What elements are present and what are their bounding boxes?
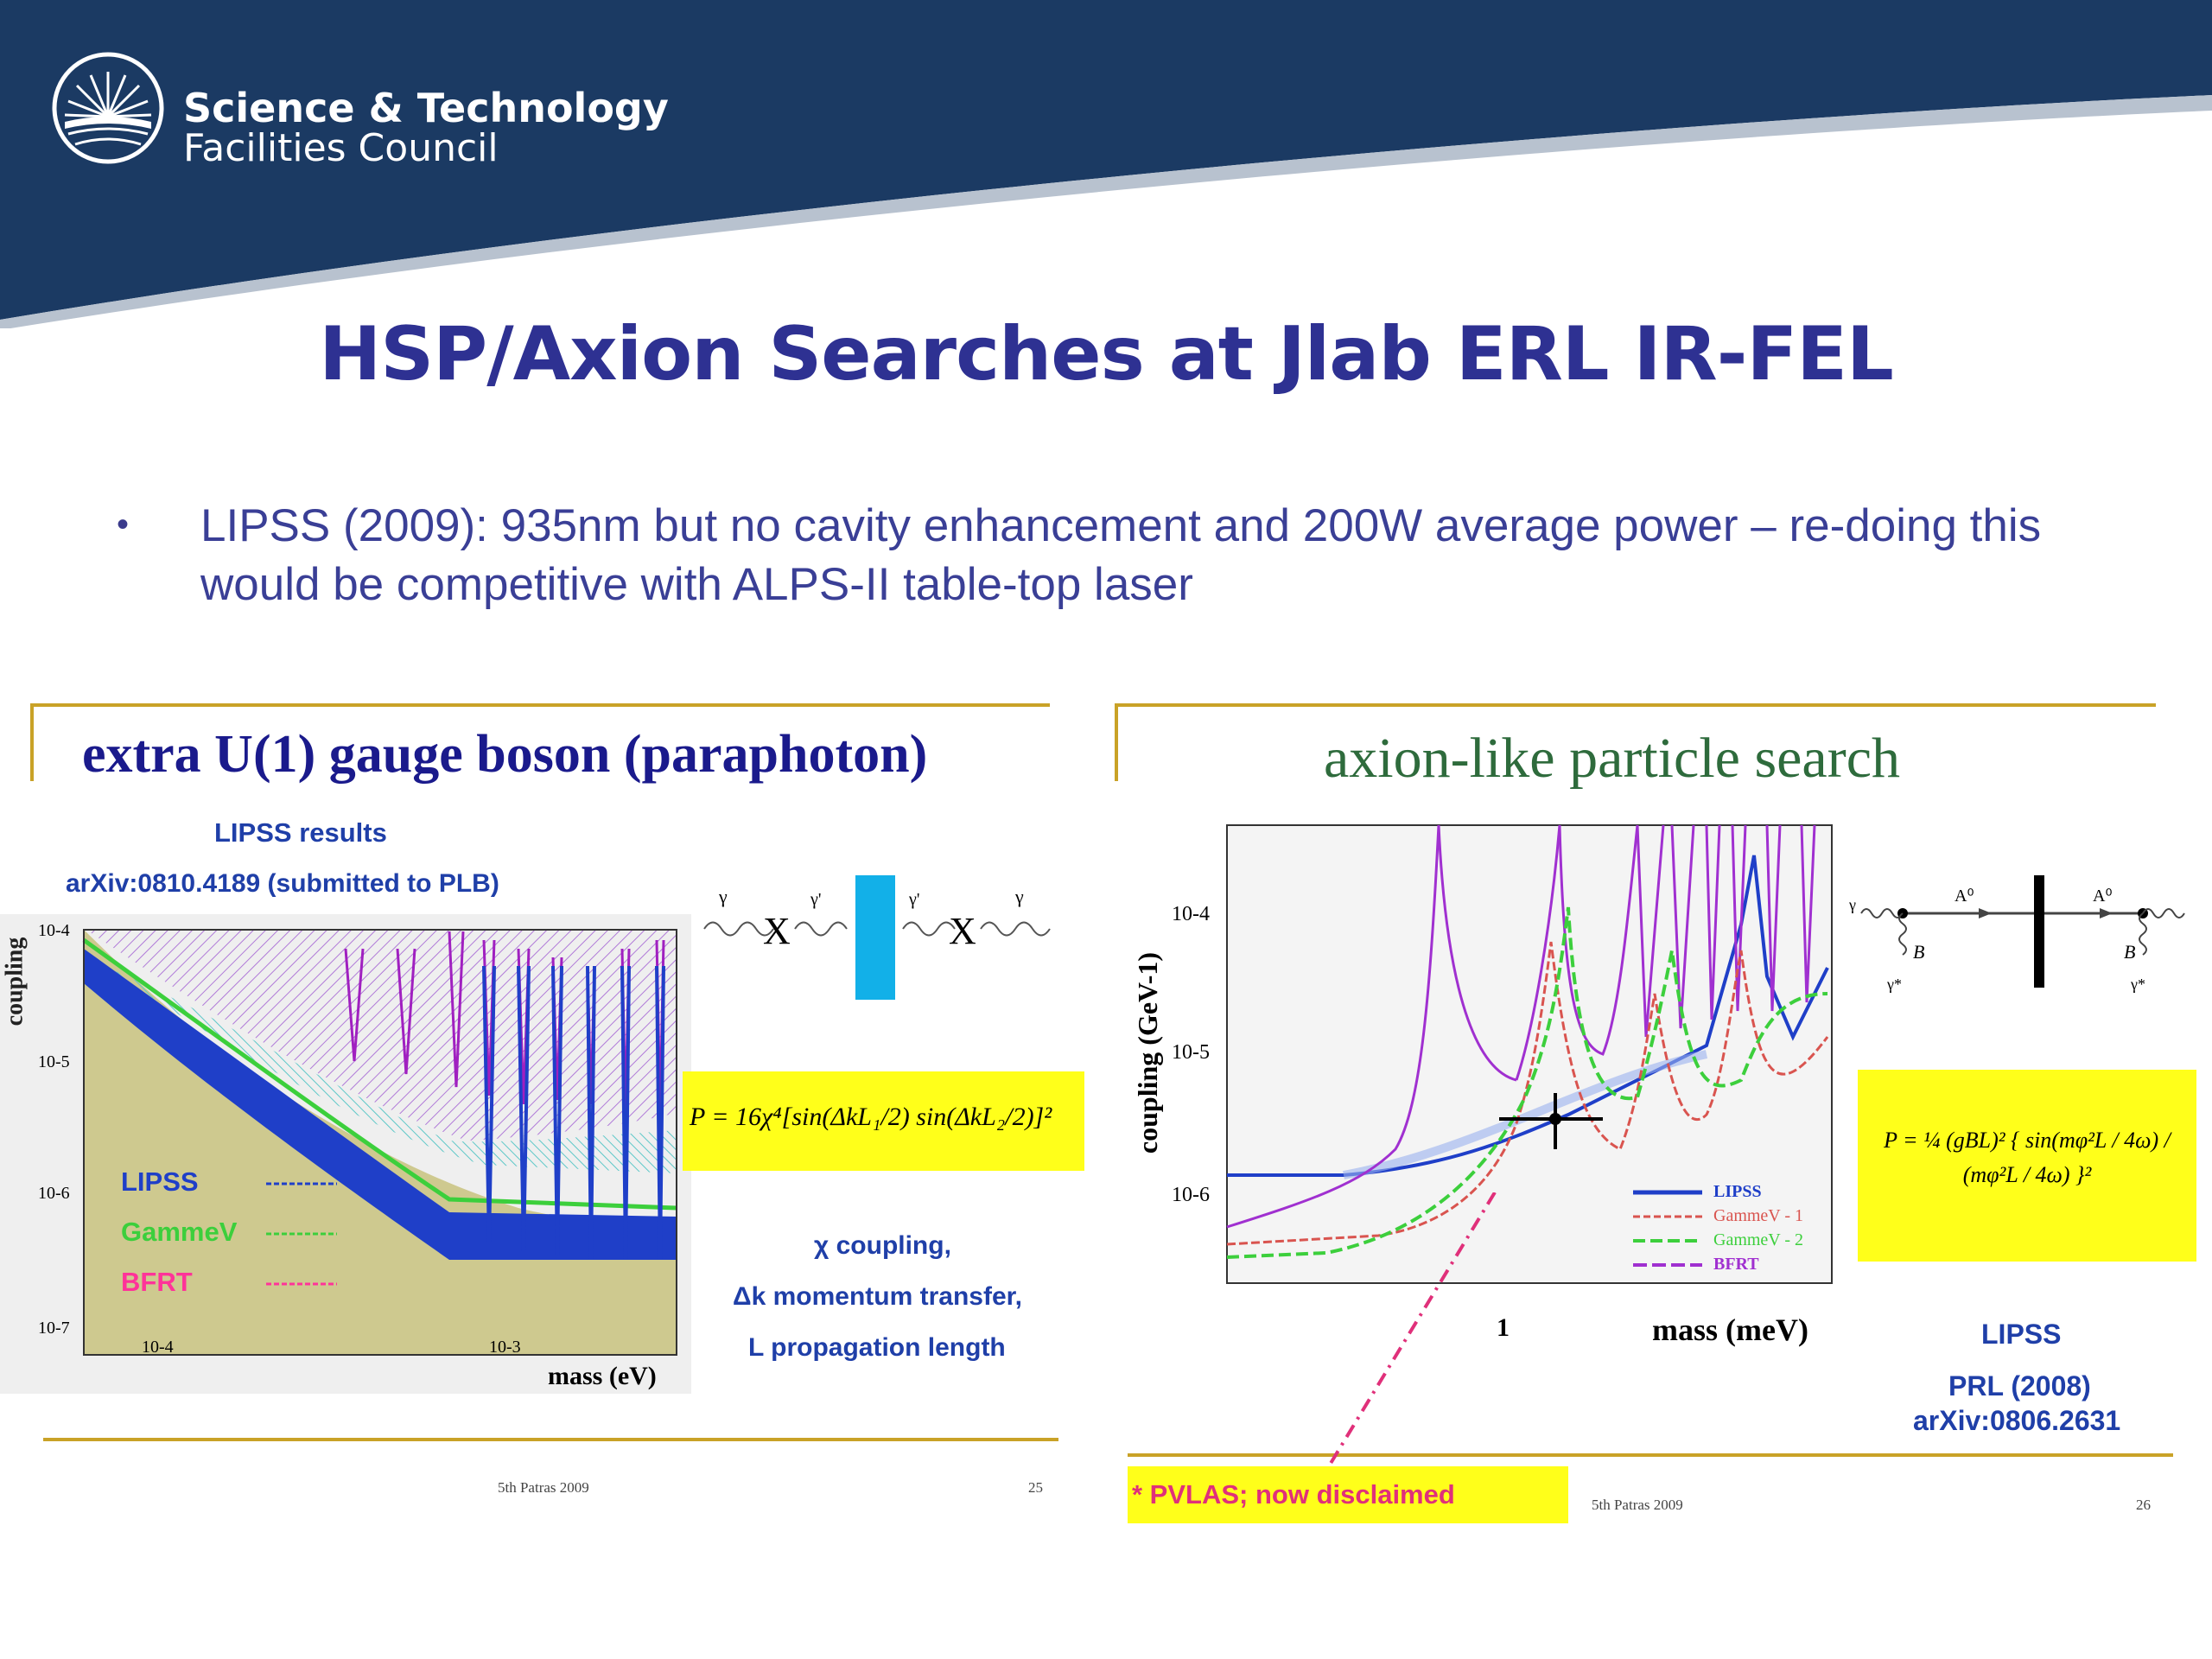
right-formula-box bbox=[1858, 1070, 2196, 1262]
right-prl: PRL (2008) bbox=[1948, 1370, 2091, 1402]
b-label-2: B bbox=[2124, 941, 2135, 963]
right-ytick-1: 10-4 bbox=[1172, 903, 1210, 925]
a0-label-1: A⁰ bbox=[1955, 887, 1974, 906]
right-chart bbox=[1226, 824, 1833, 1284]
left-legend bbox=[266, 1182, 337, 1286]
right-legend-lipss: LIPSS bbox=[1713, 1182, 1762, 1201]
page-title: HSP/Axion Searches at Jlab ERL IR-FEL bbox=[319, 311, 1894, 397]
gamma-star-label-1: γ* bbox=[1886, 976, 1902, 993]
left-ytick-3: 10-6 bbox=[38, 1184, 70, 1203]
right-footer: 5th Patras 2009 bbox=[1592, 1497, 1683, 1513]
x-vertex-2: X bbox=[949, 910, 976, 952]
left-ytick-1: 10-4 bbox=[38, 921, 70, 940]
bullet-marker: • bbox=[117, 505, 130, 543]
left-xlabel: mass (eV) bbox=[548, 1362, 657, 1390]
logo-sunburst-icon bbox=[52, 52, 164, 164]
right-side-rule bbox=[1115, 703, 1118, 781]
left-xtick-2: 10-3 bbox=[489, 1338, 521, 1357]
right-ytick-3: 10-6 bbox=[1172, 1184, 1210, 1206]
right-xtick: 1 bbox=[1497, 1313, 1510, 1342]
right-legend-bfrt: BFRT bbox=[1713, 1255, 1759, 1274]
axion-diagram: γ A⁰ A⁰ B B γ* γ* bbox=[1849, 875, 2185, 993]
note-coupling: χ coupling, bbox=[814, 1231, 951, 1260]
left-xtick-1: 10-4 bbox=[142, 1338, 174, 1357]
left-ytick-4: 10-7 bbox=[38, 1319, 70, 1338]
right-bottom-rule bbox=[1128, 1453, 2173, 1457]
left-formula: P = 16χ⁴[sin(ΔkL₁/2) sin(ΔkL₂/2)]² bbox=[690, 1103, 1052, 1131]
right-top-rule bbox=[1115, 703, 2156, 707]
left-ytick-2: 10-5 bbox=[38, 1052, 70, 1071]
right-legend-gammev2: GammeV - 2 bbox=[1713, 1230, 1804, 1249]
gamma-label-1: γ bbox=[718, 886, 728, 907]
logo-line2: Facilities Council bbox=[183, 126, 499, 170]
legend-bfrt: BFRT bbox=[121, 1267, 193, 1297]
left-bottom-rule bbox=[43, 1438, 1058, 1441]
left-ylabel: coupling bbox=[1, 937, 29, 1027]
right-xlabel: mass (meV) bbox=[1652, 1313, 1808, 1347]
header-band bbox=[0, 0, 2212, 328]
legend-gammev: GammeV bbox=[121, 1217, 238, 1247]
right-page-number: 26 bbox=[2136, 1497, 2151, 1513]
bullet-text: LIPSS (2009): 935nm but no cavity enhanc… bbox=[200, 500, 2042, 610]
gamma-prime-label-1: γ' bbox=[810, 890, 821, 909]
gamma-prime-label-2: γ' bbox=[908, 890, 919, 909]
right-heading: axion-like particle search bbox=[1324, 727, 1900, 790]
note-momentum: Δk momentum transfer, bbox=[733, 1282, 1022, 1311]
pvlas-box bbox=[1128, 1466, 1568, 1523]
logo-line1: Science & Technology bbox=[183, 85, 669, 131]
left-side-rule bbox=[30, 703, 34, 781]
right-ytick-2: 10-5 bbox=[1172, 1041, 1210, 1064]
left-footer: 5th Patras 2009 bbox=[498, 1479, 589, 1496]
right-arxiv: arXiv:0806.2631 bbox=[1913, 1405, 2121, 1436]
a0-label-2: A⁰ bbox=[2093, 887, 2112, 906]
legend-lipss: LIPSS bbox=[121, 1166, 199, 1197]
paraphoton-diagram: γ X γ' γ' X γ bbox=[703, 875, 1051, 1000]
lipss-results-label: LIPSS results bbox=[214, 817, 387, 848]
pvlas-note: * PVLAS; now disclaimed bbox=[1132, 1479, 1455, 1510]
pvlas-pointer bbox=[1320, 1192, 1497, 1479]
right-formula: P = ¼ (gBL)² { sin(mφ²L / 4ω) / (mφ²L / … bbox=[1884, 1128, 2171, 1187]
left-heading: extra U(1) gauge boson (paraphoton) bbox=[82, 725, 928, 784]
right-ylabel: coupling (GeV-1) bbox=[1132, 951, 1164, 1154]
note-length: L propagation length bbox=[748, 1333, 1006, 1362]
left-chart bbox=[0, 914, 691, 1394]
right-legend bbox=[1633, 1190, 1702, 1267]
gamma-star-label-2: γ* bbox=[2130, 976, 2145, 993]
axion-gamma-label: γ bbox=[1849, 896, 1856, 913]
left-page-number: 25 bbox=[1028, 1479, 1043, 1496]
left-arxiv: arXiv:0810.4189 (submitted to PLB) bbox=[66, 869, 499, 898]
x-vertex-1: X bbox=[763, 910, 791, 952]
right-lipss-label: LIPSS bbox=[1981, 1319, 2062, 1350]
left-top-rule bbox=[30, 703, 1050, 707]
gamma-label-2: γ bbox=[1014, 886, 1024, 907]
right-legend-gammev1: GammeV - 1 bbox=[1713, 1206, 1804, 1225]
left-formula-box bbox=[683, 1071, 1084, 1171]
b-label-1: B bbox=[1913, 941, 1924, 963]
